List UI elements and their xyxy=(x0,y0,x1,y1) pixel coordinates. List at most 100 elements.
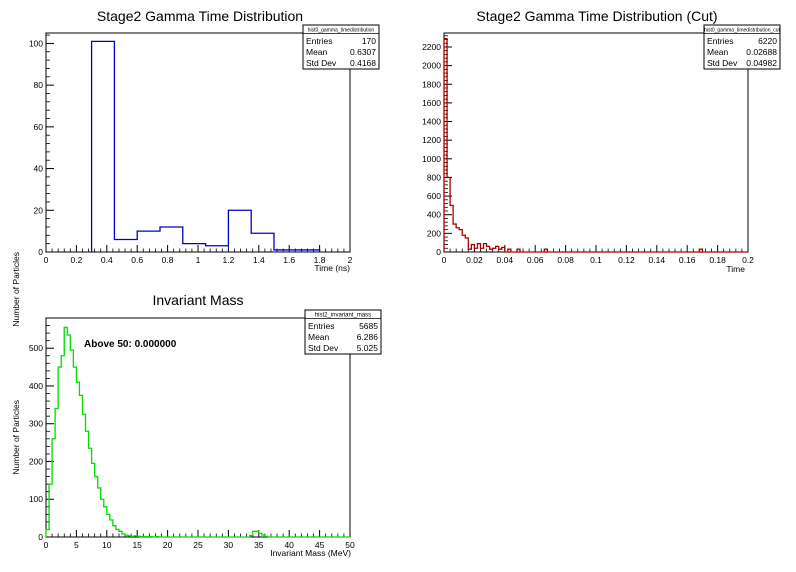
stats-value-mean: 0.6307 xyxy=(350,47,376,57)
stats-label-mean: Mean xyxy=(308,332,330,342)
x-axis-label: Time xyxy=(726,264,745,274)
x-tick-label: 0.16 xyxy=(679,255,696,265)
plot-title: Stage2 Gamma Time Distribution (Cut) xyxy=(476,8,717,24)
x-tick-label: 0 xyxy=(44,540,49,550)
overflow-annotation: Above 50: 0.000000 xyxy=(84,339,177,350)
y-tick-label: 500 xyxy=(29,343,43,353)
stats-value-stddev: 0.4168 xyxy=(350,58,376,68)
stats-box: hist2_invariant_mass Entries 5685 Mean 6… xyxy=(304,309,382,355)
x-tick-label: 15 xyxy=(132,540,142,550)
y-tick-label: 400 xyxy=(427,210,441,220)
stats-value-entries: 6220 xyxy=(758,36,777,46)
plot-title: Invariant Mass xyxy=(152,292,243,308)
y-tick-label: 1000 xyxy=(422,154,441,164)
y-tick-label: 0 xyxy=(38,247,43,257)
x-tick-label: 45 xyxy=(315,540,325,550)
y-tick-label: 20 xyxy=(34,205,44,215)
x-tick-label: 0.02 xyxy=(466,255,483,265)
histogram-line xyxy=(90,40,321,252)
panel-gamma-time-cut: Stage2 Gamma Time Distribution (Cut) 0 0.… xyxy=(422,8,780,274)
stats-value-mean: 6.286 xyxy=(357,332,379,342)
x-tick-label: 35 xyxy=(254,540,264,550)
y-tick-label: 80 xyxy=(34,80,44,90)
y-axis-label: Number of Particles xyxy=(11,400,21,475)
stats-label-entries: Entries xyxy=(306,36,332,46)
x-tick-label: 50 xyxy=(345,540,355,550)
y-tick-label: 200 xyxy=(427,228,441,238)
y-tick-label: 100 xyxy=(29,38,43,48)
stats-label-stddev: Std Dev xyxy=(306,58,337,68)
stats-name: hist0_gamma_timedistribution xyxy=(308,28,375,34)
histogram-line xyxy=(443,37,748,253)
x-tick-label: 0.06 xyxy=(527,255,544,265)
stats-box: hist0_gamma_timedistribution_cut Entries… xyxy=(703,24,781,70)
plot-title: Stage2 Gamma Time Distribution xyxy=(97,8,303,24)
x-tick-label: 0.12 xyxy=(618,255,635,265)
x-tick-label: 20 xyxy=(163,540,173,550)
stats-value-stddev: 0.04982 xyxy=(746,58,777,68)
x-tick-label: 0.2 xyxy=(70,255,82,265)
y-tick-label: 2000 xyxy=(422,61,441,71)
stats-label-mean: Mean xyxy=(306,47,328,57)
y-tick-label: 0 xyxy=(38,532,43,542)
stats-value-mean: 0.02688 xyxy=(746,47,777,57)
x-tick-label: 0.04 xyxy=(497,255,514,265)
panel-invariant-mass: Invariant Mass 0 5 10 15 20 25 30 35 40 45 5001002… xyxy=(11,292,382,558)
x-tick-label: 0 xyxy=(44,255,49,265)
stats-label-mean: Mean xyxy=(707,47,729,57)
stats-label-entries: Entries xyxy=(308,321,334,331)
y-axis-label: Number of Particles xyxy=(11,252,21,327)
y-tick-label: 300 xyxy=(29,419,43,429)
x-tick-label: 0.1 xyxy=(590,255,602,265)
y-tick-label: 1200 xyxy=(422,135,441,145)
panel-gamma-time: Stage2 Gamma Time Distribution 0 0.2 0.4 0.… xyxy=(11,8,380,327)
stats-value-entries: 5685 xyxy=(359,321,378,331)
x-tick-label: 0.6 xyxy=(131,255,143,265)
y-tick-label: 1600 xyxy=(422,98,441,108)
y-tick-label: 200 xyxy=(29,456,43,466)
y-tick-label: 60 xyxy=(34,122,44,132)
x-tick-label: 25 xyxy=(193,540,203,550)
x-tick-label: 0.2 xyxy=(742,255,754,265)
x-tick-label: 0.08 xyxy=(557,255,574,265)
stats-value-entries: 170 xyxy=(362,36,376,46)
x-tick-label: 40 xyxy=(284,540,294,550)
x-tick-label: 30 xyxy=(224,540,234,550)
x-tick-label: 1.8 xyxy=(314,255,326,265)
y-tick-label: 1400 xyxy=(422,117,441,127)
x-tick-label: 10 xyxy=(102,540,112,550)
y-tick-label: 400 xyxy=(29,381,43,391)
stats-name: hist2_invariant_mass xyxy=(315,313,371,319)
axis-ticks: 0 0.02 0.04 0.06 0.08 0.1 0.12 0.14 0.16 0.18 0.2 0… xyxy=(422,35,754,265)
x-tick-label: 0.18 xyxy=(709,255,726,265)
x-tick-label: 1.4 xyxy=(253,255,265,265)
x-tick-label: 0.14 xyxy=(649,255,666,265)
y-tick-label: 0 xyxy=(436,247,441,257)
x-tick-label: 1.2 xyxy=(222,255,234,265)
stats-name: hist0_gamma_timedistribution_cut xyxy=(704,28,780,34)
plot-frame xyxy=(443,32,749,253)
x-tick-label: 0.4 xyxy=(101,255,113,265)
y-tick-label: 600 xyxy=(427,191,441,201)
x-axis-label: Invariant Mass (MeV) xyxy=(270,548,351,558)
x-tick-label: 0.8 xyxy=(162,255,174,265)
y-tick-label: 800 xyxy=(427,172,441,182)
x-tick-label: 2 xyxy=(348,255,353,265)
stats-value-stddev: 5.025 xyxy=(357,343,379,353)
x-tick-label: 1.6 xyxy=(283,255,295,265)
stats-label-stddev: Std Dev xyxy=(707,58,738,68)
stats-label-entries: Entries xyxy=(707,36,733,46)
x-axis-label: Time (ns) xyxy=(314,263,350,273)
y-tick-label: 100 xyxy=(29,494,43,504)
stats-box: hist0_gamma_timedistribution Entries 170… xyxy=(302,24,380,70)
plot-frame xyxy=(45,317,351,538)
y-tick-label: 2200 xyxy=(422,42,441,52)
histogram-line xyxy=(45,326,350,538)
y-tick-label: 1800 xyxy=(422,79,441,89)
x-tick-label: 1 xyxy=(196,255,201,265)
y-tick-label: 40 xyxy=(34,164,44,174)
x-tick-label: 5 xyxy=(74,540,79,550)
stats-label-stddev: Std Dev xyxy=(308,343,339,353)
